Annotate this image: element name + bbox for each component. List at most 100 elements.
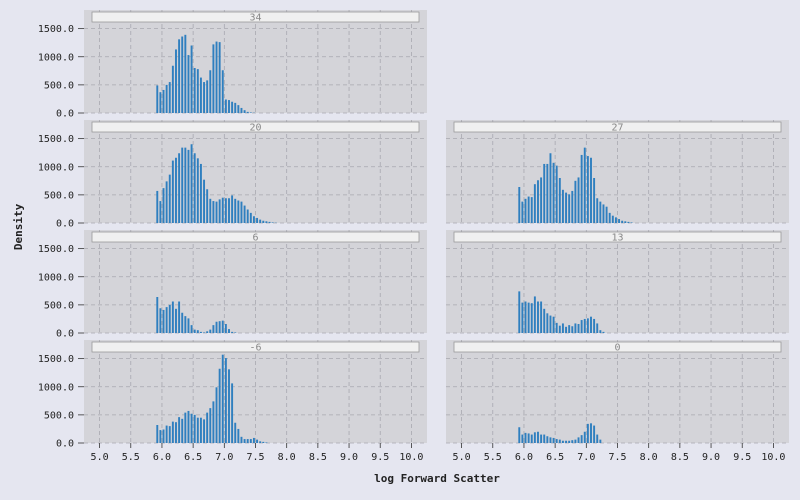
histogram-bar	[243, 439, 246, 443]
histogram-bar	[221, 197, 224, 223]
histogram-bar	[228, 198, 230, 223]
x-tick-label: 6.5	[546, 452, 564, 463]
histogram-bar	[168, 304, 171, 333]
histogram-bar	[614, 217, 617, 223]
y-tick-label: 500.0	[44, 190, 74, 201]
histogram-bar	[546, 436, 549, 443]
histogram-bar	[165, 181, 168, 223]
histogram-bar	[565, 192, 568, 223]
histogram-bar	[577, 437, 580, 443]
y-tick-label: 1500.0	[38, 244, 74, 255]
x-tick-label: 9.5	[733, 452, 751, 463]
histogram-bar	[234, 332, 237, 333]
histogram-bar	[521, 434, 524, 443]
histogram-bar	[558, 439, 561, 443]
histogram-bar	[181, 147, 184, 223]
histogram-bar	[530, 434, 533, 443]
histogram-bar	[190, 45, 193, 113]
histogram-bar	[583, 147, 586, 223]
histogram-bar	[561, 323, 564, 333]
y-tick-label: 1000.0	[38, 272, 74, 283]
histogram-bar	[224, 358, 227, 443]
histogram-bar	[187, 318, 190, 333]
histogram-bar	[586, 156, 589, 223]
histogram-bar	[555, 439, 558, 443]
x-tick-label: 6.0	[515, 452, 533, 463]
y-tick-label: 1500.0	[38, 134, 74, 145]
panels-layer: 34 0.0 500.0 1000.0 1500.0 20 0.0 500.0 1000.0 15…	[38, 10, 789, 450]
histogram-bar	[234, 422, 237, 443]
y-tick-label: 1000.0	[38, 52, 74, 63]
histogram-bar	[540, 301, 543, 333]
histogram-bar	[586, 423, 589, 443]
histogram-bar	[530, 197, 533, 223]
histogram-bar	[259, 219, 262, 223]
histogram-bar	[212, 401, 215, 443]
histogram-bar	[530, 303, 533, 333]
histogram-bar	[571, 440, 574, 443]
histogram-bar	[159, 308, 162, 333]
y-tick-label: 1000.0	[38, 162, 74, 173]
histogram-bar	[574, 180, 577, 223]
histogram-bar	[568, 325, 571, 333]
histogram-bar	[568, 194, 571, 223]
histogram-bar	[599, 439, 602, 443]
histogram-bar	[630, 222, 633, 223]
x-tick-label: 6.5	[184, 452, 202, 463]
histogram-bar	[156, 297, 159, 333]
histogram-bar	[602, 331, 605, 333]
y-tick-label: 500.0	[44, 410, 74, 421]
histogram-bar	[231, 195, 234, 223]
facet-strip	[91, 11, 420, 23]
histogram-bar	[259, 441, 262, 443]
panel-3: 6 0.0 500.0 1000.0 1500.0	[38, 230, 427, 340]
histogram-bar	[218, 368, 221, 443]
histogram-bar	[518, 291, 521, 333]
histogram-bar	[262, 220, 265, 223]
histogram-bar	[268, 221, 271, 223]
histogram-bar	[165, 307, 168, 333]
histogram-bar	[199, 163, 202, 223]
histogram-bar	[171, 160, 174, 223]
histogram-bar	[237, 105, 240, 113]
histogram-bar	[231, 331, 234, 333]
y-tick-label: 500.0	[44, 300, 74, 311]
histogram-bar	[565, 440, 568, 443]
panel-0: 34 0.0 500.0 1000.0 1500.0	[38, 10, 427, 120]
histogram-bar	[228, 100, 230, 113]
y-tick-label: 1000.0	[38, 382, 74, 393]
facet-label: 13	[611, 233, 623, 244]
histogram-bar	[243, 110, 246, 113]
histogram-bar	[171, 421, 174, 443]
histogram-bar	[540, 434, 543, 443]
facet-strip	[453, 121, 782, 133]
histogram-bar	[206, 80, 209, 113]
histogram-bar	[265, 221, 268, 223]
histogram-bar	[596, 198, 599, 223]
x-tick-label: 9.0	[340, 452, 358, 463]
histogram-bar	[537, 301, 539, 333]
histogram-bar	[190, 325, 193, 333]
y-tick-label: 0.0	[56, 329, 74, 340]
histogram-bar	[203, 82, 206, 113]
histogram-bar	[162, 309, 165, 333]
histogram-bar	[221, 70, 224, 113]
x-tick-label: 5.0	[91, 452, 109, 463]
histogram-bar	[181, 418, 184, 443]
x-axis-0: 5.0 5.5 6.0 6.5 7.0 7.5 8.0 8.5 9.0 9.5 10.0	[91, 443, 423, 463]
histogram-bar	[231, 101, 234, 113]
histogram-bar	[552, 316, 555, 333]
histogram-bar	[552, 162, 555, 223]
histogram-bar	[215, 321, 218, 333]
histogram-bar	[565, 326, 568, 333]
histogram-bar	[605, 206, 608, 223]
histogram-bar	[221, 354, 224, 443]
histogram-bar	[555, 322, 558, 333]
histogram-bar	[212, 325, 215, 333]
x-tick-label: 5.5	[484, 452, 502, 463]
histogram-bar	[543, 163, 546, 223]
histogram-bar	[543, 308, 546, 333]
histogram-bar	[561, 189, 564, 223]
panel-6: 0	[446, 340, 789, 444]
